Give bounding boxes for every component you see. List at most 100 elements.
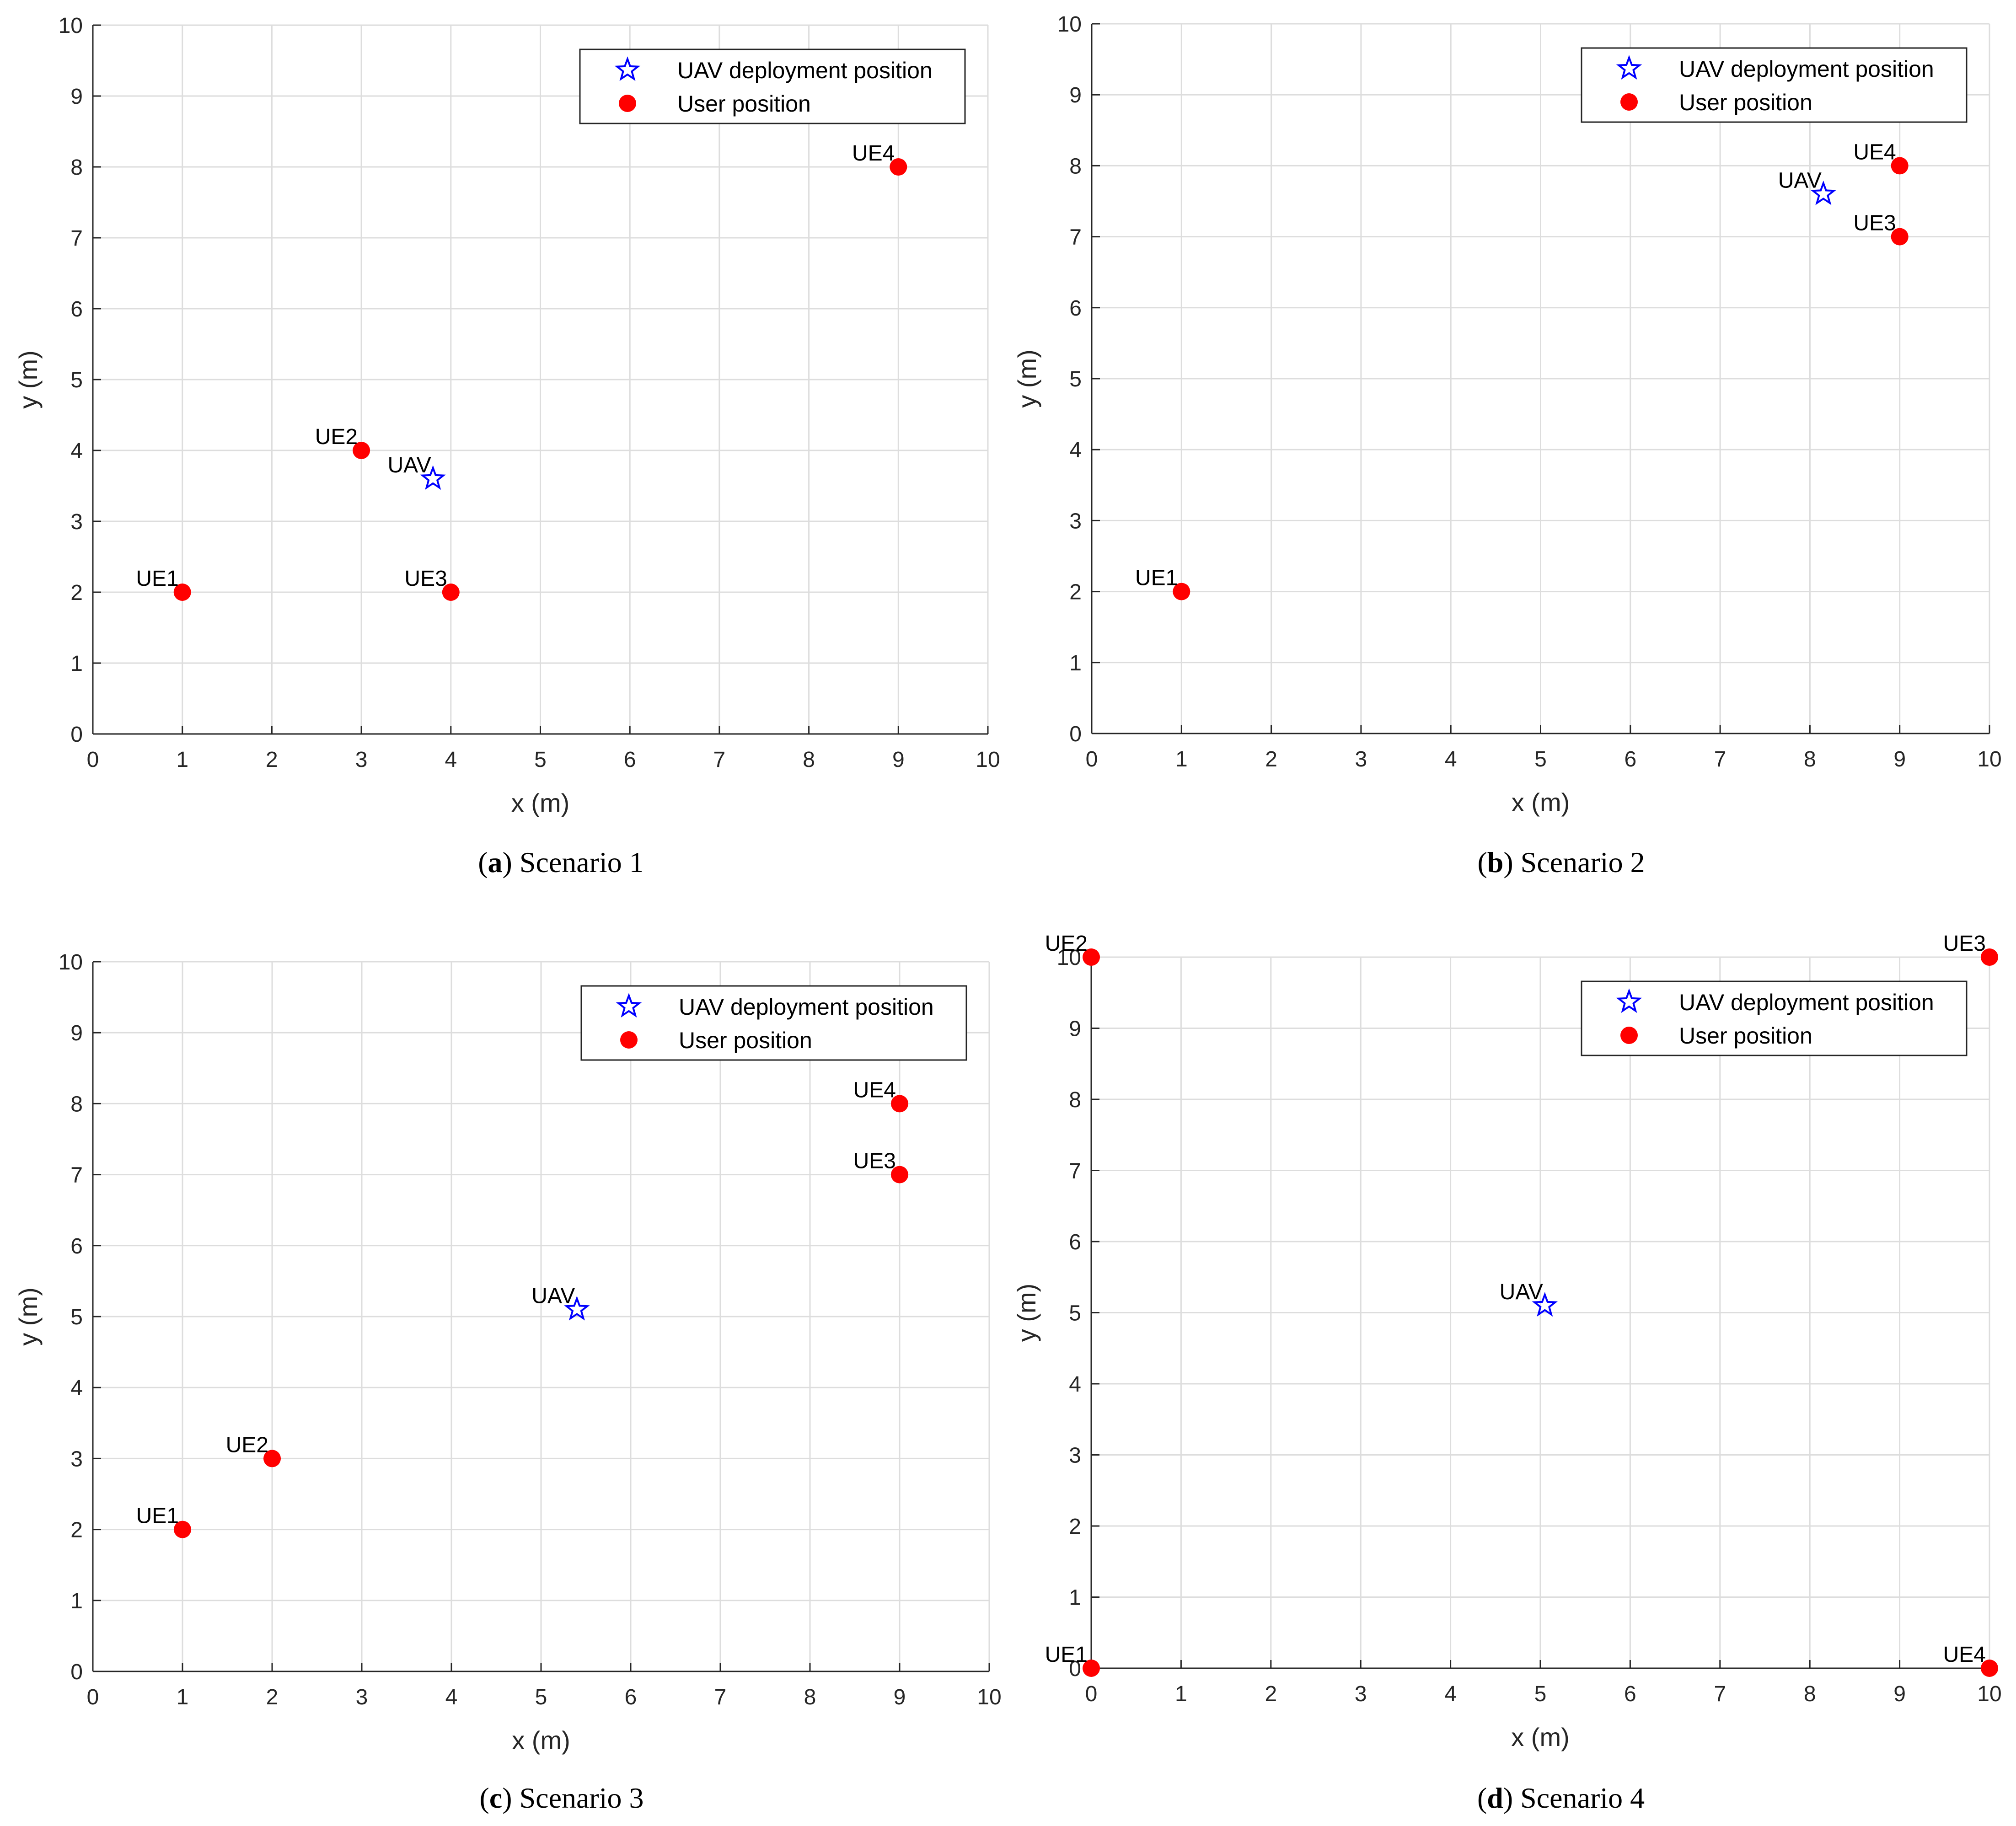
y-tick-label: 3 [70,1447,83,1471]
y-tick-label: 8 [70,155,83,180]
uav-point-label: UAV [1500,1280,1543,1304]
legend-uav-label: UAV deployment position [677,58,933,83]
user-point-label: UE4 [1853,140,1896,164]
legend-uav-star-icon [614,56,641,81]
user-point-label: UE1 [136,567,178,591]
y-tick-label: 8 [70,1092,83,1116]
caption-paren-open: ( [1477,846,1487,878]
legend-user-label: User position [1679,90,1812,115]
x-tick-label: 6 [1624,747,1636,771]
legend-box [580,985,967,1061]
legend-box [579,48,966,124]
user-point-label: UE3 [1943,932,1986,956]
x-tick-label: 0 [1085,1682,1098,1706]
uav-star-icon [1532,1292,1558,1317]
y-axis-label: y (m) [14,1287,43,1346]
x-tick-label: 4 [1445,747,1457,771]
y-tick-label: 6 [70,297,83,321]
user-point [891,1166,908,1183]
legend: UAV deployment position User position [579,48,966,124]
x-tick-label: 3 [1355,747,1367,771]
x-tick-label: 4 [445,748,457,772]
y-tick-label: 2 [70,581,83,605]
user-point [1891,228,1909,246]
user-point [1891,157,1909,175]
legend-uav-star-icon [616,993,642,1018]
user-point-label: UE3 [404,567,447,591]
user-point [1981,1660,1998,1677]
y-axis-label: y (m) [14,350,43,409]
x-tick-label: 2 [1265,1682,1277,1706]
y-tick-label: 9 [70,1021,83,1045]
x-tick-label: 10 [977,1685,1001,1709]
y-tick-label: 3 [1069,509,1082,533]
legend-uav-label: UAV deployment position [679,994,934,1020]
x-tick-label: 9 [1893,747,1906,771]
user-point [1083,948,1100,966]
x-axis-label: x (m) [512,1726,570,1755]
y-tick-label: 2 [1069,1515,1081,1539]
legend-user-dot-icon [620,1031,638,1049]
y-tick-label: 10 [1057,12,1082,37]
y-tick-label: 10 [1057,946,1081,970]
uav-point-label: UAV [531,1284,575,1308]
x-tick-label: 4 [1444,1682,1457,1706]
figure-caption: (d) Scenario 4 [1477,1782,1645,1814]
uav-star-icon [1810,180,1837,205]
x-tick-label: 0 [87,1685,99,1709]
y-tick-label: 1 [70,652,83,676]
x-tick-label: 7 [1714,1682,1726,1706]
legend-user-label: User position [1679,1023,1812,1049]
x-tick-label: 6 [624,748,636,772]
caption-paren-close: ) [1503,846,1520,878]
caption-text: Scenario 3 [520,1782,644,1814]
caption-letter: d [1487,1782,1503,1814]
y-tick-label: 0 [70,1660,83,1684]
user-point [1083,1660,1100,1677]
user-point [174,1521,191,1538]
legend-user-label: User position [679,1028,812,1053]
x-tick-label: 5 [534,748,547,772]
x-tick-label: 8 [1804,1682,1816,1706]
x-tick-label: 8 [803,748,815,772]
x-tick-label: 1 [1175,1682,1187,1706]
x-tick-label: 5 [1534,747,1547,771]
y-tick-label: 3 [1069,1444,1081,1468]
legend-uav-label: UAV deployment position [1679,990,1934,1015]
x-tick-label: 10 [976,748,1000,772]
user-point [353,442,370,459]
x-tick-label: 8 [804,1685,816,1709]
y-tick-label: 5 [1069,1301,1081,1326]
x-tick-label: 1 [177,1685,189,1709]
caption-letter: c [489,1782,502,1814]
chart-panel-a: 0 1 2 3 4 5 6 7 8 9 10 0 1 2 3 4 5 6 7 8 9 10 x (m) y (m) UE1 UE2… [14,14,1000,878]
user-point [263,1450,281,1467]
y-tick-label: 1 [1069,651,1082,675]
y-tick-label: 7 [70,1163,83,1188]
y-axis-label: y (m) [1012,1284,1041,1342]
y-tick-label: 0 [1069,1657,1081,1681]
y-tick-label: 4 [1069,438,1082,462]
y-tick-label: 7 [70,226,83,251]
uav-star-icon [420,465,446,490]
chart-panel-c: 0 1 2 3 4 5 6 7 8 9 10 0 1 2 3 4 5 6 7 8 9 10 x (m) y (m) UE1 UE2… [14,950,1002,1814]
user-point [442,584,460,601]
chart-panel-b: 0 1 2 3 4 5 6 7 8 9 10 0 1 2 3 4 5 6 7 8 9 10 x (m) y (m) UE1 UE3… [1013,12,2002,878]
legend-user-label: User position [677,91,811,117]
user-point-label: UE4 [853,1078,896,1102]
caption-letter: a [488,846,503,878]
user-point [1173,583,1190,600]
legend-uav-label: UAV deployment position [1679,56,1934,82]
y-tick-label: 9 [1069,1017,1081,1041]
x-tick-label: 3 [355,748,368,772]
chart-panel-d: 0 1 2 3 4 5 6 7 8 9 10 0 1 2 3 4 5 6 7 8 9 10 x (m) y (m) UE1 UE2… [1012,932,2002,1814]
x-tick-label: 1 [176,748,188,772]
x-tick-label: 2 [1265,747,1277,771]
y-tick-label: 1 [70,1589,83,1613]
x-tick-label: 5 [1534,1682,1547,1706]
caption-paren-open: ( [1477,1782,1487,1814]
x-tick-label: 0 [87,748,99,772]
y-tick-label: 6 [70,1234,83,1258]
x-tick-label: 10 [1977,747,2001,771]
